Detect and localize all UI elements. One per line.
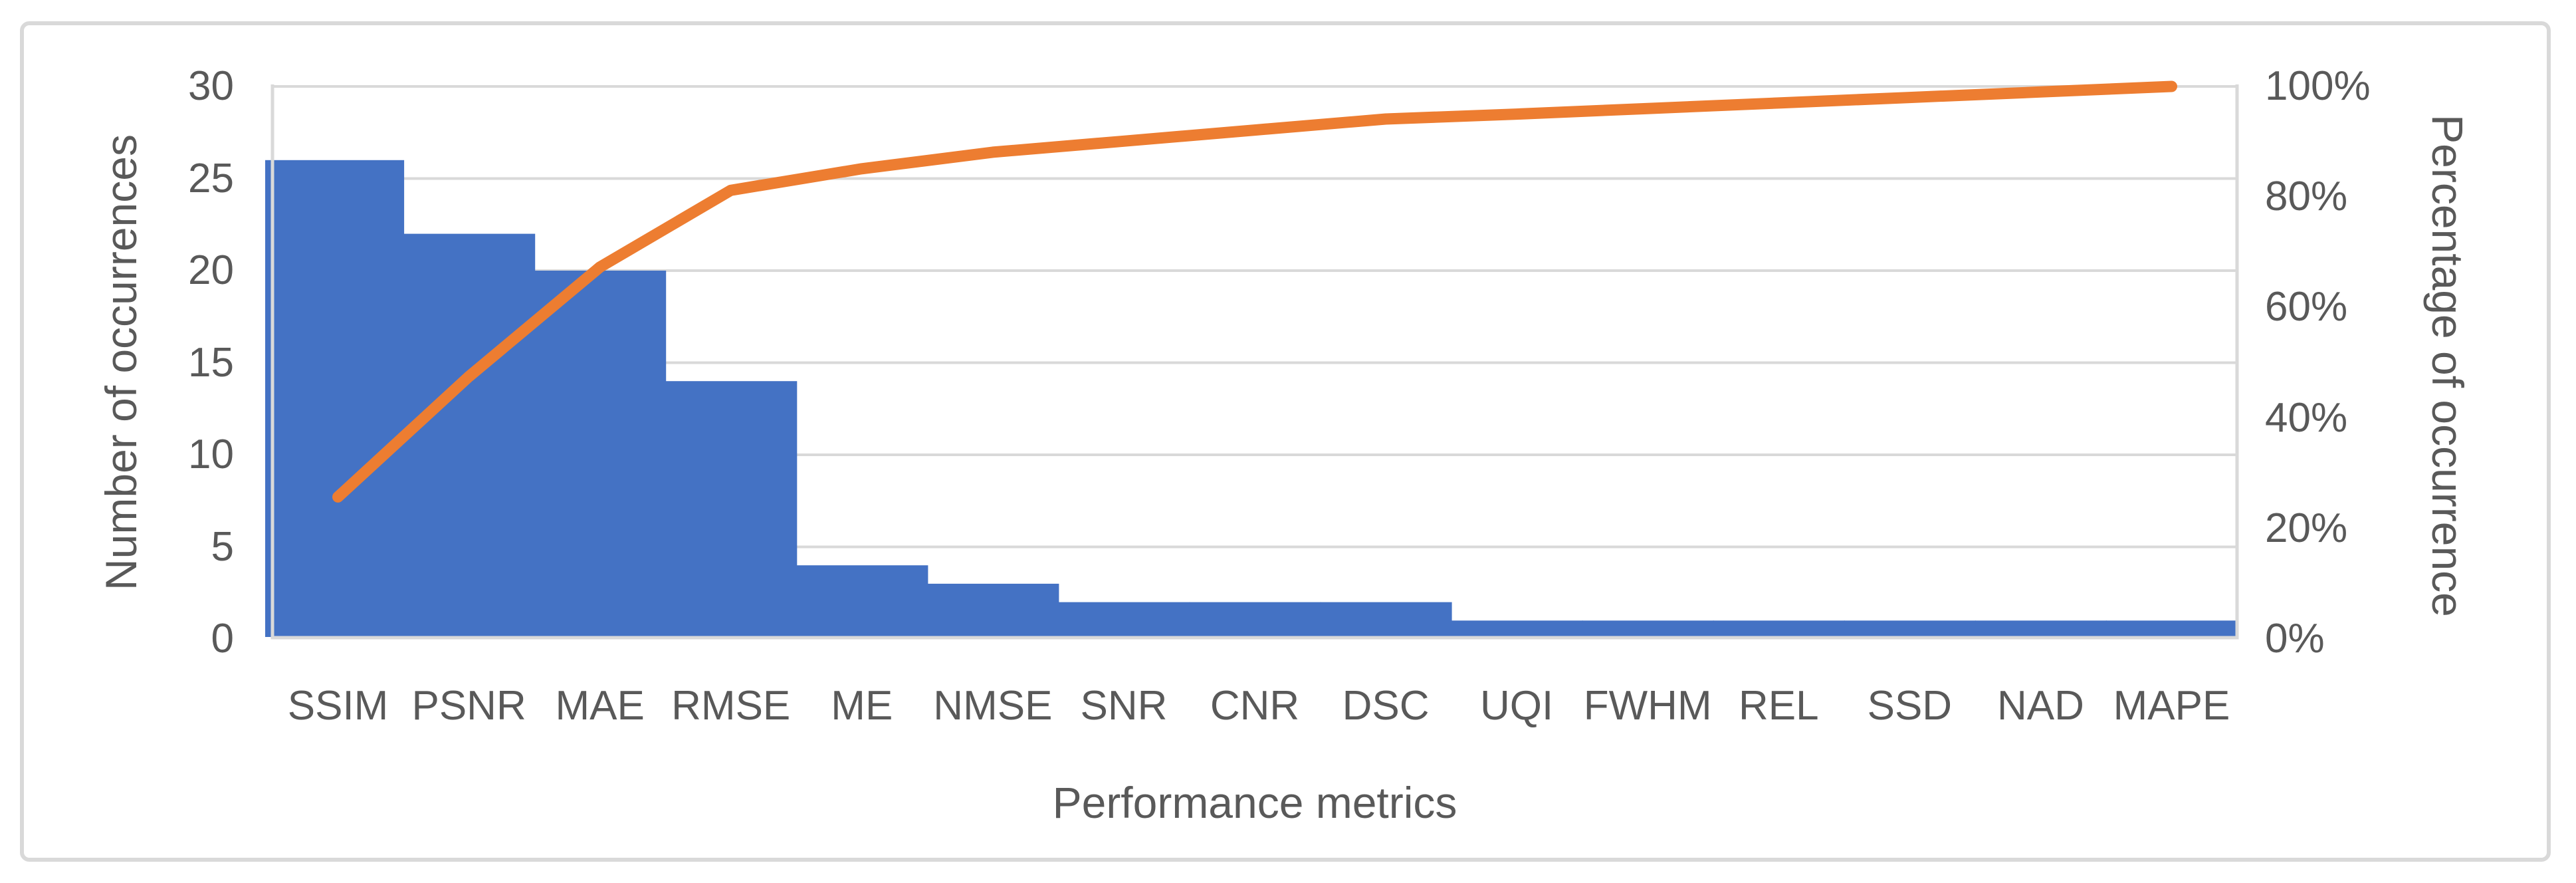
bar-nad xyxy=(1975,620,2107,637)
bar-cnr xyxy=(1189,602,1321,637)
bar-mae xyxy=(534,271,667,637)
right-tick-20: 20% xyxy=(2265,505,2348,551)
right-tick-100: 100% xyxy=(2265,63,2371,109)
right-axis-title: Percentage of occurrence xyxy=(2423,114,2472,617)
left-axis-title: Number of occurrences xyxy=(96,134,146,590)
bar-rel xyxy=(1713,620,1845,637)
bar-snr xyxy=(1058,602,1190,637)
x-tick-cnr: CNR xyxy=(1210,683,1300,729)
left-tick-20: 20 xyxy=(188,247,234,293)
right-tick-60: 60% xyxy=(2265,284,2348,330)
bar-me xyxy=(796,565,928,637)
x-tick-ssim: SSIM xyxy=(287,683,389,729)
x-tick-nmse: NMSE xyxy=(933,683,1053,729)
x-tick-ssd: SSD xyxy=(1867,683,1953,729)
bar-ssd xyxy=(1844,620,1976,637)
right-tick-80: 80% xyxy=(2265,174,2348,220)
x-tick-rel: REL xyxy=(1738,683,1819,729)
x-tick-uqi: UQI xyxy=(1480,683,1554,729)
x-tick-me: ME xyxy=(831,683,893,729)
bar-nmse xyxy=(927,583,1059,637)
right-tick-0: 0% xyxy=(2265,616,2325,662)
x-tick-rmse: RMSE xyxy=(671,683,791,729)
bar-fwhm xyxy=(1582,620,1714,637)
cumulative-percentage-line xyxy=(332,80,2177,503)
left-tick-10: 10 xyxy=(188,432,234,477)
x-axis-title: Performance metrics xyxy=(1052,778,1457,827)
bar-rmse xyxy=(665,381,798,637)
bar-dsc xyxy=(1320,602,1452,637)
left-tick-15: 15 xyxy=(188,339,234,386)
right-tick-40: 40% xyxy=(2265,394,2348,441)
x-tick-dsc: DSC xyxy=(1342,683,1430,729)
x-tick-mape: MAPE xyxy=(2113,683,2230,729)
x-tick-fwhm: FWHM xyxy=(1583,683,1712,729)
bar-ssim xyxy=(272,160,405,638)
bar-uqi xyxy=(1451,620,1583,637)
bar-mape xyxy=(2105,620,2238,637)
x-tick-snr: SNR xyxy=(1080,683,1168,729)
chart-outer-border xyxy=(20,21,2551,862)
left-tick-0: 0 xyxy=(211,616,234,662)
left-tick-30: 30 xyxy=(188,63,234,109)
x-tick-psnr: PSNR xyxy=(411,683,526,729)
first-bar-edge-sliver xyxy=(265,160,272,638)
x-tick-mae: MAE xyxy=(555,683,645,729)
left-tick-25: 25 xyxy=(188,155,234,201)
left-tick-5: 5 xyxy=(211,523,234,570)
x-tick-nad: NAD xyxy=(1996,683,2084,729)
bar-psnr xyxy=(403,233,536,638)
